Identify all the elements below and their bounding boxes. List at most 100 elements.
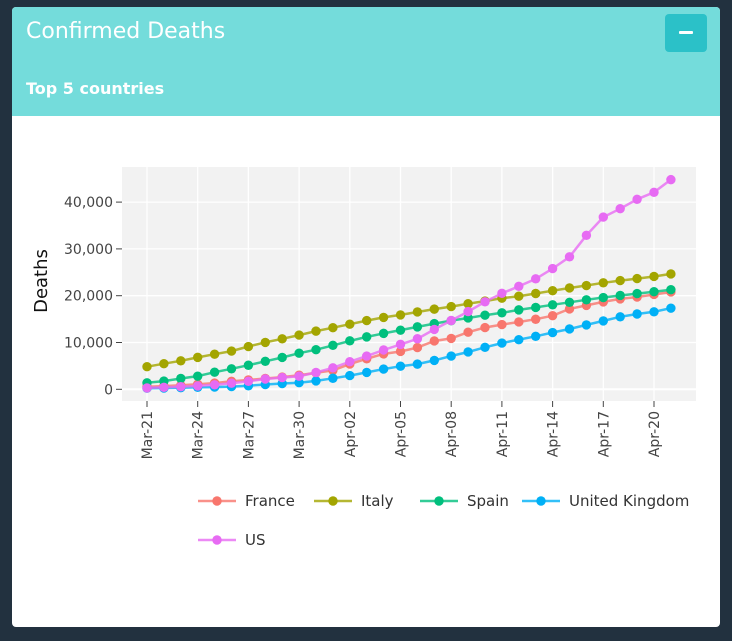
data-point [226,378,237,388]
data-point [378,328,389,339]
card-subtitle: Top 5 countries [26,79,165,98]
data-point [378,345,389,355]
data-point [615,203,625,214]
data-point [328,373,338,383]
data-point [446,351,456,361]
data-point [362,332,372,342]
data-point [362,367,372,378]
data-point [159,382,169,393]
data-point [260,374,270,384]
data-point [412,342,423,353]
data-point [176,356,186,366]
data-point [176,382,186,392]
x-tick-label: Apr-14 [546,411,562,457]
data-point [176,373,186,384]
data-point [564,252,575,262]
data-point [497,319,507,330]
data-point [649,271,659,282]
data-point [345,336,355,346]
data-point [514,305,524,315]
y-tick-label: 20,000 [64,289,113,305]
data-point [142,383,152,393]
data-point [581,320,592,330]
data-point [362,315,372,326]
x-tick-label: Apr-17 [596,411,612,457]
legend-swatch-marker [212,535,222,545]
data-point [277,372,287,383]
data-point [547,300,558,310]
data-point [615,275,625,286]
data-point [531,302,541,313]
y-tick-label: 40,000 [64,195,113,211]
legend-swatch-marker [434,496,444,506]
data-point [615,312,625,322]
data-point [480,310,490,320]
data-point [294,348,304,358]
data-point [378,312,389,323]
data-point [547,285,558,296]
data-point [429,304,439,314]
data-point [193,381,203,391]
data-point [395,325,406,335]
card-title: Confirmed Deaths [26,19,226,44]
data-point [463,299,473,309]
data-point [345,370,355,381]
data-point [531,288,541,299]
x-tick-label: Mar-27 [241,411,257,459]
data-point [378,364,389,374]
data-point [412,322,423,332]
collapse-button[interactable] [665,14,707,52]
legend-label: United Kingdom [569,492,689,510]
data-point [294,330,304,340]
data-point [277,352,287,363]
data-point [666,284,676,295]
data-point [632,288,642,299]
data-point [243,341,254,352]
data-point [193,352,203,363]
data-point [226,346,237,356]
data-point [463,327,473,337]
data-point [345,319,355,329]
data-point [497,338,507,348]
data-point [564,297,575,308]
data-point [294,371,304,381]
minus-icon [679,31,693,34]
data-point [564,324,575,334]
data-point [328,323,338,333]
data-point [311,367,321,378]
data-point [463,306,473,317]
legend-label: Italy [361,492,394,510]
data-point [598,212,608,222]
data-point [666,303,676,313]
data-point [311,376,321,386]
y-tick-label: 10,000 [64,336,113,352]
data-point [598,316,608,326]
data-point [277,334,287,344]
data-point [531,331,541,341]
data-point [514,281,524,292]
x-tick-label: Apr-20 [647,411,663,457]
data-point [328,363,338,373]
data-point [547,310,558,321]
data-point [666,174,676,185]
data-point [547,263,558,274]
data-point [209,349,220,359]
x-tick-label: Mar-21 [140,411,156,459]
data-point [446,301,456,312]
data-point [159,358,169,369]
y-tick-label: 0 [104,382,113,398]
data-point [480,322,490,333]
data-point [142,361,152,372]
x-tick-label: Apr-05 [394,411,410,457]
data-point [412,334,423,344]
data-point [531,314,541,324]
x-tick-label: Apr-11 [495,411,511,457]
data-point [480,342,490,353]
x-tick-label: Mar-30 [292,411,308,459]
data-point [209,367,220,377]
data-point [497,308,507,318]
data-point [395,361,406,371]
data-point [564,283,575,293]
data-point [395,339,406,350]
data-point [362,351,372,361]
